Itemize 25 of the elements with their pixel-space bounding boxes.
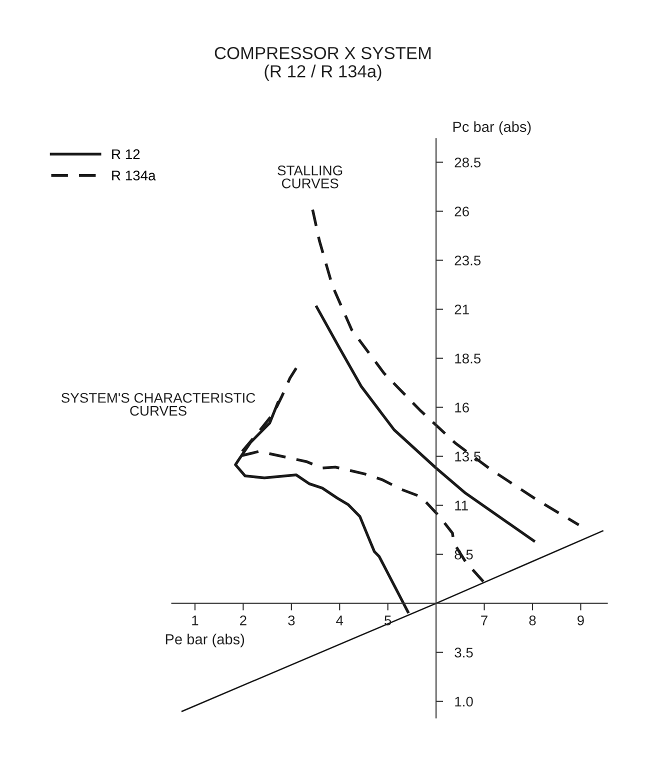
x-tick-label: 4 (336, 616, 344, 626)
y-tick-label: 18.5 (455, 354, 481, 364)
x-tick-label: 9 (578, 616, 584, 626)
x-tick-label: 3 (288, 616, 295, 626)
y-tick-label: 23.5 (454, 256, 481, 266)
y-tick-label: 16 (455, 402, 469, 412)
y-tick-label: 26 (454, 206, 469, 216)
x-tick-label: 1 (192, 616, 198, 626)
x-axis-title: Pe bar (abs) (166, 634, 244, 648)
y-tick-label: 13.5 (455, 452, 481, 462)
annotation: SYSTEM'S CHARACTERISTIC CURVES (62, 392, 256, 416)
y-tick-label: 1.0 (455, 696, 473, 707)
y-tick-label: 21 (454, 304, 469, 314)
x-tick-label: 8 (529, 616, 536, 626)
y-axis-title: Pc bar (abs) (453, 121, 531, 135)
x-tick-label: 2 (240, 616, 246, 626)
y-tick-label: 3.5 (454, 648, 473, 658)
annotation: STALLING CURVES (278, 166, 342, 188)
legend-label: R 12 (112, 149, 140, 160)
chart-subtitle: (R 12 / R 134a) (264, 64, 382, 81)
y-tick-label: 28.5 (454, 158, 481, 168)
x-tick-label: 7 (481, 616, 488, 626)
chart-title: COMPRESSOR X SYSTEM (214, 46, 431, 60)
legend-label: R 134a (112, 170, 156, 180)
y-tick-label: 11 (455, 500, 468, 510)
